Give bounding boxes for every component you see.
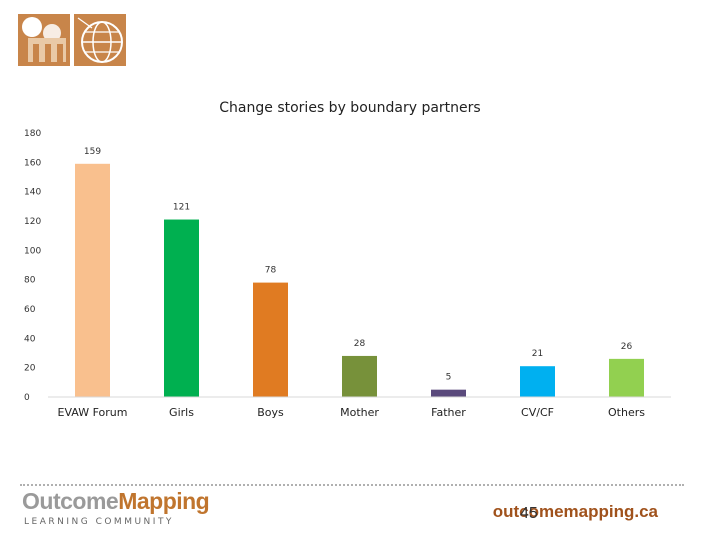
footer-brand-logo: OutcomeMapping <box>22 488 210 515</box>
y-tick-label: 20 <box>24 364 36 374</box>
data-label: 21 <box>532 349 543 359</box>
bar-cv-cf <box>520 366 555 397</box>
x-category-label: Boys <box>257 406 284 419</box>
data-label: 26 <box>621 342 633 352</box>
bar-father <box>431 389 466 397</box>
bar-chart: 0 20 40 60 80 100 120 140 160 180 159 121 78 28 5 21 26… <box>24 129 671 419</box>
chart-title: Change stories by boundary partners <box>219 100 481 116</box>
data-label: 28 <box>354 339 366 349</box>
footer-subtitle: LEARNING COMMUNITY <box>24 517 174 527</box>
y-tick-label: 100 <box>24 246 41 256</box>
bar-mother <box>342 355 377 397</box>
x-category-label: CV/CF <box>521 406 554 419</box>
brand-text-mapping: Mapping <box>118 488 210 514</box>
data-label: 78 <box>265 266 277 276</box>
x-category-label: Father <box>431 406 466 419</box>
y-tick-label: 0 <box>24 393 30 403</box>
bar-evaw-forum <box>75 163 110 397</box>
y-tick-label: 120 <box>24 217 41 227</box>
x-category-label: Others <box>608 406 645 419</box>
globe-logo-icon <box>74 14 126 66</box>
bar-girls <box>164 219 199 397</box>
x-axis: EVAW Forum Girls Boys Mother Father CV/CF Othe… <box>48 396 671 419</box>
y-tick-label: 80 <box>24 276 36 286</box>
bar-boys <box>253 282 288 397</box>
y-tick-label: 60 <box>24 305 36 315</box>
bar-others <box>609 358 644 397</box>
y-tick-label: 40 <box>24 334 36 344</box>
x-category-label: EVAW Forum <box>58 406 128 419</box>
footer-url-link[interactable]: outcomemapping.ca <box>492 502 658 521</box>
om-letter-logo-icon <box>18 14 70 66</box>
y-tick-label: 180 <box>24 129 41 139</box>
y-tick-label: 160 <box>24 158 41 168</box>
data-label: 159 <box>84 147 101 157</box>
brand-text-outcome: Outcome <box>22 488 119 514</box>
header-logo <box>18 14 128 68</box>
data-label: 5 <box>446 373 452 383</box>
bars-group: 159 121 78 28 5 21 26 <box>75 147 644 397</box>
page-number: 45 <box>520 505 538 522</box>
data-label: 121 <box>173 203 190 213</box>
x-category-label: Mother <box>340 406 379 419</box>
footer-divider <box>20 484 684 486</box>
y-axis: 0 20 40 60 80 100 120 140 160 180 <box>24 129 41 403</box>
y-tick-label: 140 <box>24 188 41 198</box>
x-category-label: Girls <box>169 406 194 419</box>
